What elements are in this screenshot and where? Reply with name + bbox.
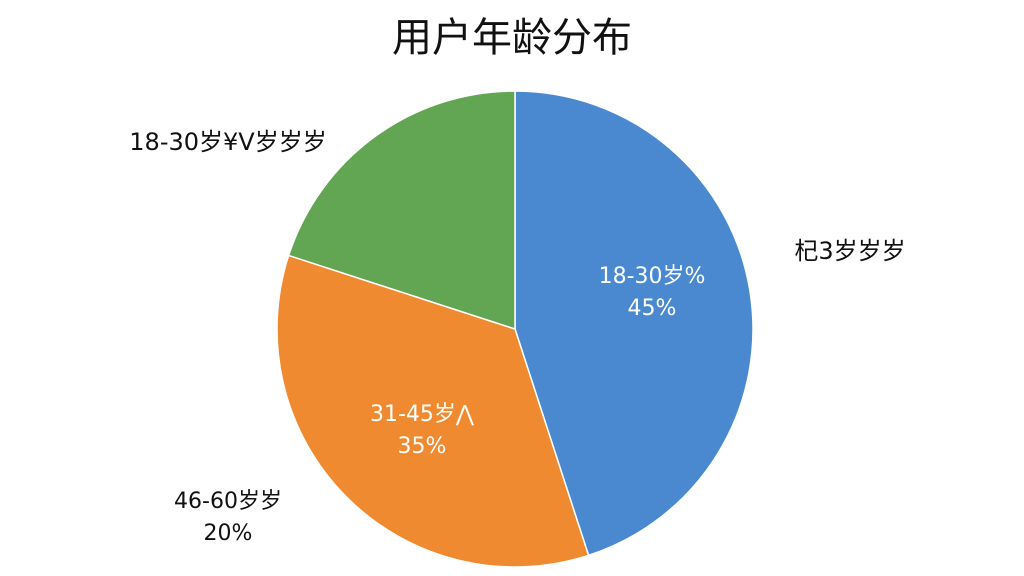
- pie-slice: [287, 90, 516, 331]
- value-label: 45%: [628, 296, 677, 321]
- annotation: 杞3岁岁岁: [794, 237, 905, 265]
- chart-title: 用户年龄分布: [392, 15, 632, 61]
- value-label: 35%: [398, 434, 447, 459]
- annotation: 18-30岁¥V岁岁岁: [129, 128, 326, 156]
- pie-slice: [276, 254, 590, 568]
- slice-label: 31-45岁⋀: [370, 402, 475, 427]
- value-label: 20%: [204, 521, 253, 546]
- slice-label: 18-30岁%: [599, 264, 706, 289]
- pie-slice: [514, 90, 754, 557]
- slice-label: 46-60岁岁: [174, 489, 282, 514]
